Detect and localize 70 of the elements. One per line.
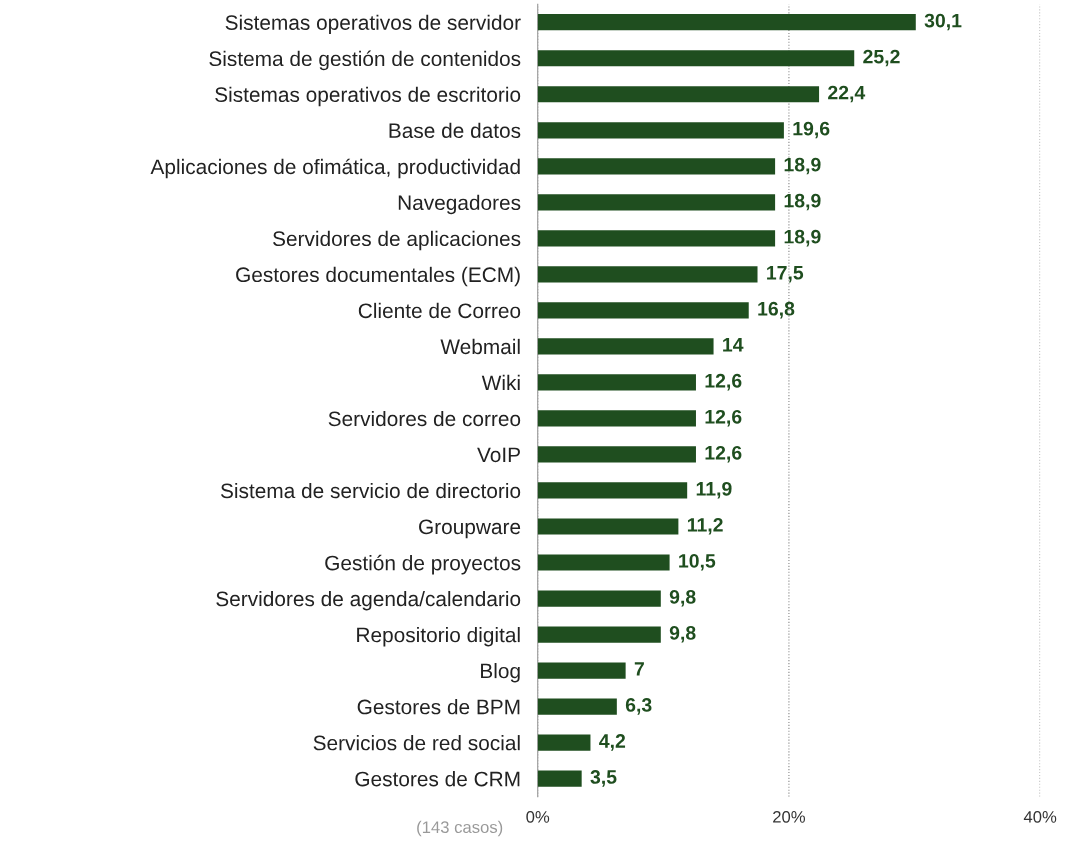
data-label: 19,6 (793, 121, 830, 139)
y-tick-label: Gestión de proyectos (325, 554, 521, 575)
y-tick-label: Blog (481, 663, 520, 683)
y-tick-label: Base de datos (389, 122, 521, 139)
bar (537, 770, 582, 787)
bar (537, 230, 776, 247)
y-tick-label: Sistema de gestión de contenidos (209, 50, 521, 71)
data-label: 25,2 (863, 49, 900, 67)
bar (537, 410, 696, 427)
data-label: 10,5 (679, 553, 716, 571)
data-label: 3,5 (590, 770, 617, 787)
y-tick-label: Cliente de Correo (358, 302, 521, 319)
bar (537, 734, 591, 751)
data-label: 12,6 (705, 409, 742, 427)
data-label: 18,9 (784, 229, 821, 247)
y-tick-label: Wiki (481, 374, 520, 390)
bar (537, 122, 784, 139)
data-label: 18,9 (784, 157, 821, 175)
y-tick-label: Servicios de red social (313, 735, 520, 751)
data-label: 12,6 (705, 373, 742, 391)
bar (537, 482, 688, 499)
data-label: 14 (723, 338, 744, 352)
bar (537, 50, 855, 67)
data-label: 9,8 (669, 589, 696, 607)
y-tick-label: Servidores de agenda/calendario (216, 590, 521, 611)
y-tick-label: Repositorio digital (357, 627, 520, 647)
y-tick-label: VoIP (477, 447, 520, 463)
bar (537, 338, 714, 355)
y-tick-label: Gestores documentales (ECM) (236, 266, 520, 287)
bar (537, 14, 916, 31)
y-tick-label: Servidores de correo (328, 410, 521, 427)
data-label: 17,5 (767, 266, 804, 283)
x-tick-label: 0% (526, 810, 550, 823)
y-tick-label: Sistemas operativos de servidor (225, 14, 521, 35)
text: (143 casos) (417, 820, 503, 837)
bar (537, 590, 661, 607)
bar (537, 446, 696, 463)
y-tick-label: Groupware (419, 519, 521, 539)
y-tick-label: Navegadores (398, 194, 521, 215)
bar (537, 698, 617, 715)
data-label: 11,2 (687, 517, 723, 535)
y-tick-label: Webmail (440, 338, 520, 355)
data-label: 6,3 (625, 698, 652, 715)
x-tick-label: 20% (773, 810, 806, 823)
bar (537, 158, 776, 175)
data-label: 11,9 (696, 481, 732, 499)
data-label: 18,9 (784, 193, 821, 211)
y-tick-label: Sistema de servicio de directorio (220, 482, 521, 499)
bar (537, 554, 670, 571)
bar (537, 662, 626, 679)
bar (537, 374, 696, 391)
x-tick-label: 40% (1023, 810, 1057, 823)
y-tick-label: Gestores de BPM (357, 699, 520, 715)
data-label: 9,8 (669, 626, 696, 643)
y-tick-label: Aplicaciones de ofimática, productividad (150, 158, 520, 179)
y-tick-label: Sistemas operativos de escritorio (215, 86, 521, 107)
data-label: 12,6 (705, 445, 742, 463)
bar (537, 86, 820, 103)
bar (537, 518, 679, 535)
data-label: 22,4 (828, 85, 866, 103)
y-tick-label: Servidores de aplicaciones (273, 230, 521, 251)
bar (537, 194, 776, 211)
data-label: 16,8 (758, 301, 795, 319)
bar (537, 302, 749, 319)
bar (537, 266, 758, 283)
data-label: 30,1 (924, 13, 962, 31)
bar (537, 626, 661, 643)
y-tick-label: Gestores de CRM (355, 771, 520, 787)
data-label: 4,2 (599, 734, 626, 751)
data-label: 7 (634, 662, 644, 676)
